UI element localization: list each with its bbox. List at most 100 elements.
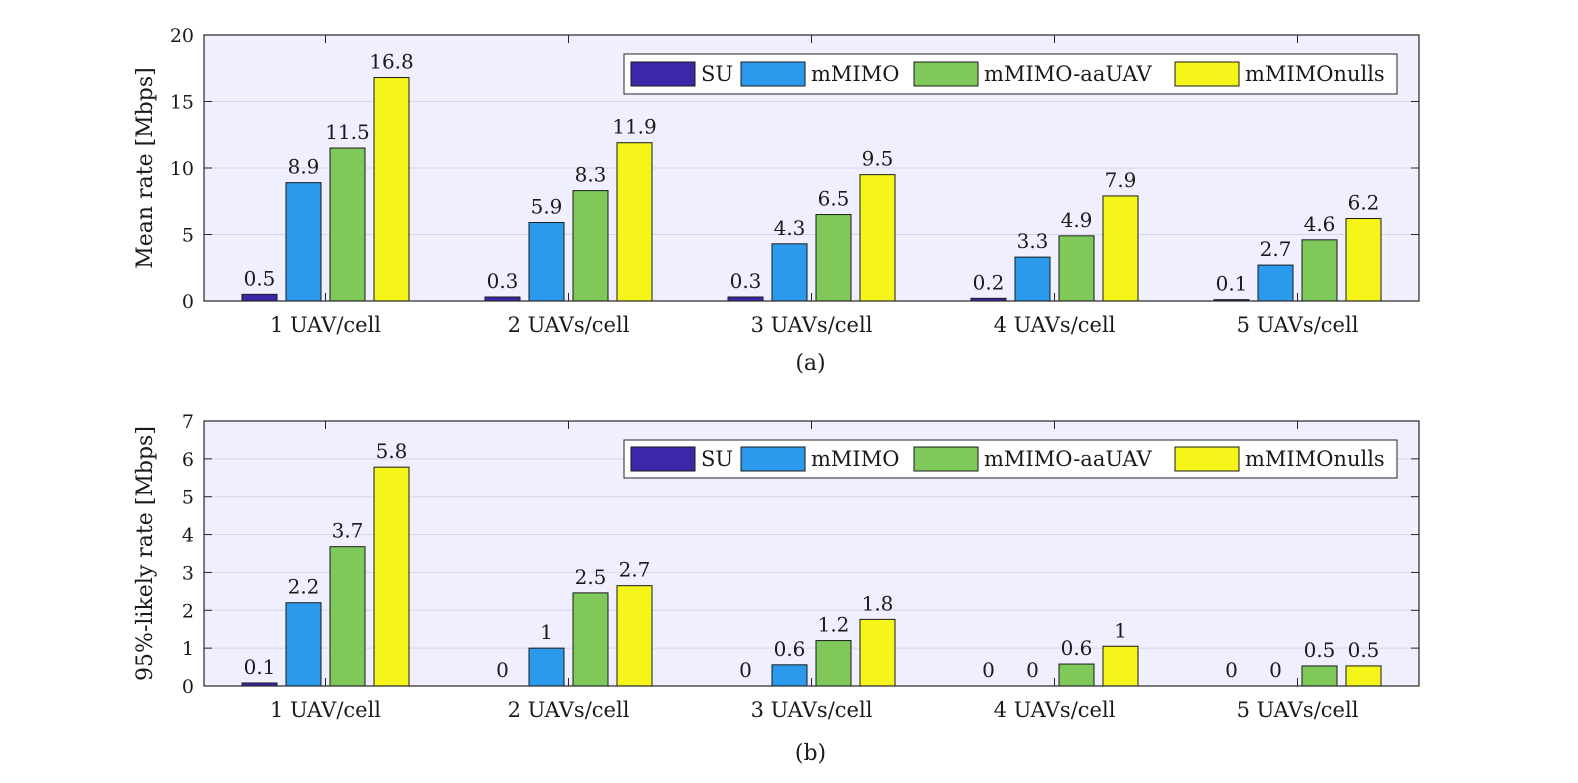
- legend-label: mMIMOnulls: [1245, 62, 1385, 86]
- y-tick-label: 1: [182, 638, 194, 660]
- data-label: 0.6: [1061, 636, 1093, 660]
- bar: [572, 190, 609, 302]
- data-label: 6.2: [1348, 191, 1380, 215]
- y-tick-label: 20: [170, 25, 194, 47]
- legend-swatch: [630, 446, 696, 472]
- bar: [815, 640, 852, 687]
- data-label: 8.3: [575, 163, 607, 187]
- bar: [1301, 665, 1338, 687]
- data-label: 7.9: [1105, 168, 1137, 192]
- legend-swatch: [1174, 446, 1240, 472]
- caption: (a): [795, 351, 825, 376]
- bar: [528, 647, 565, 687]
- bar: [1058, 235, 1095, 302]
- data-label: 8.9: [288, 155, 320, 179]
- data-label: 4.6: [1304, 212, 1336, 236]
- y-tick-label: 5: [182, 225, 194, 247]
- x-tick-label: 3 UAVs/cell: [751, 313, 873, 337]
- data-label: 1: [1114, 618, 1127, 642]
- bar: [1301, 239, 1338, 302]
- data-label: 0.3: [487, 269, 519, 293]
- data-label: 2.5: [575, 565, 607, 589]
- bar: [771, 664, 808, 687]
- data-label: 0.5: [244, 266, 276, 290]
- data-label: 5.8: [376, 439, 408, 463]
- legend-label: mMIMO: [811, 447, 899, 471]
- x-tick-label: 5 UAVs/cell: [1237, 313, 1359, 337]
- chart-b: 0 1 2 3 4 5 6 7 0.1 2.2 3.7 5.8 1 UAV/cell 0 1 2.5 2.7 2 …: [133, 411, 1420, 766]
- bar: [815, 214, 852, 302]
- y-tick-label: 7: [182, 411, 194, 433]
- data-label: 16.8: [369, 50, 414, 74]
- data-label: 0: [496, 658, 509, 682]
- data-label: 0.6: [774, 637, 806, 661]
- data-label: 1.2: [818, 613, 850, 637]
- data-label: 0.5: [1348, 638, 1380, 662]
- data-label: 0: [1269, 658, 1282, 682]
- bar: [1014, 256, 1051, 302]
- y-tick-label: 2: [182, 600, 194, 622]
- data-label: 4.9: [1061, 208, 1093, 232]
- legend: SU mMIMO mMIMO-aaUAV mMIMOnulls: [623, 53, 1398, 95]
- data-label: 0: [739, 658, 752, 682]
- legend-swatch: [740, 61, 806, 87]
- legend-label: mMIMO: [811, 62, 899, 86]
- data-label: 6.5: [818, 187, 850, 211]
- legend-label: SU: [701, 447, 733, 471]
- bar: [528, 222, 565, 302]
- chart-a: 0 5 10 15 20 0.5 8.911.5 16.8 1 UAV/cell 0.3 5.9 8.…: [133, 25, 1420, 376]
- y-tick-label: 10: [170, 158, 194, 180]
- y-tick-label: 3: [182, 562, 194, 584]
- x-tick-label: 1 UAV/cell: [270, 313, 381, 337]
- legend-label: mMIMOnulls: [1245, 447, 1385, 471]
- y-tick-label: 15: [170, 92, 194, 114]
- data-label: 5.9: [531, 195, 563, 219]
- bar: [241, 293, 278, 302]
- y-tick-label: 0: [182, 676, 194, 698]
- bar: [1257, 264, 1294, 302]
- data-label: 1: [540, 620, 553, 644]
- y-tick-label: 5: [182, 487, 194, 509]
- data-label: 0.1: [1216, 272, 1248, 296]
- bar: [285, 602, 322, 687]
- data-label: 0.5: [1304, 638, 1336, 662]
- bar: [859, 618, 896, 687]
- legend-swatch: [740, 446, 806, 472]
- data-label: 0.2: [973, 270, 1005, 294]
- x-tick-label: 1 UAV/cell: [270, 698, 381, 722]
- bar: [1058, 663, 1095, 687]
- data-label: 4.3: [774, 216, 806, 240]
- caption: (b): [795, 741, 826, 766]
- legend-label: mMIMO-aaUAV: [984, 447, 1153, 471]
- legend: SU mMIMO mMIMO-aaUAV mMIMOnulls: [623, 439, 1398, 479]
- x-tick-label: 3 UAVs/cell: [751, 698, 873, 722]
- data-label: 0: [1026, 658, 1039, 682]
- bar: [616, 142, 653, 302]
- axes-frame: [203, 420, 1420, 687]
- bar: [329, 546, 366, 687]
- data-label: 0.3: [730, 269, 762, 293]
- bar: [329, 147, 366, 302]
- data-label: 11.9: [612, 115, 657, 139]
- axes-frame: [203, 34, 1420, 302]
- bar: [859, 174, 896, 302]
- data-label: 0: [1225, 658, 1238, 682]
- y-axis-label: Mean rate [Mbps]: [133, 67, 158, 268]
- data-label: 2.2: [288, 575, 320, 599]
- bar: [373, 466, 410, 687]
- x-tick-label: 4 UAVs/cell: [994, 698, 1116, 722]
- data-label: 2.7: [1260, 237, 1292, 261]
- y-tick-label: 0: [182, 291, 194, 313]
- bar: [1345, 218, 1382, 302]
- legend-label: mMIMO-aaUAV: [984, 62, 1153, 86]
- data-label: 1.8: [862, 591, 894, 615]
- bar: [1102, 195, 1139, 302]
- bar: [373, 77, 410, 302]
- data-label: 2.7: [619, 558, 651, 582]
- data-label: 9.5: [862, 147, 894, 171]
- data-label: 3.3: [1017, 229, 1049, 253]
- data-label: 0: [982, 658, 995, 682]
- legend-swatch: [630, 61, 696, 87]
- bar: [572, 592, 609, 687]
